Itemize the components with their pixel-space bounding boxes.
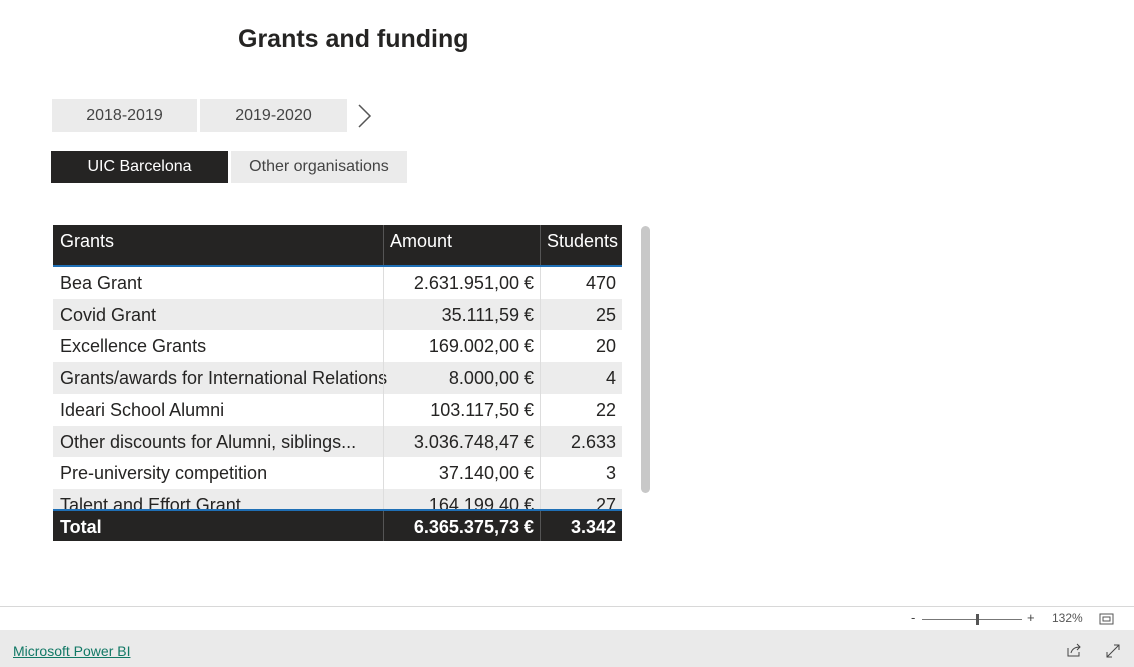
students: 25 — [595, 304, 616, 325]
year-tab[interactable]: 2018-2019 — [52, 99, 197, 132]
zoom-thumb[interactable] — [976, 614, 979, 625]
total-label: Total — [60, 517, 102, 537]
column-separator — [540, 267, 541, 299]
org-toggle-active[interactable]: UIC Barcelona — [51, 151, 228, 183]
total-amount: 6.365.375,73 € — [413, 517, 534, 537]
students: 4 — [605, 368, 616, 389]
amount: 35.111,59 € — [441, 304, 534, 325]
zoom-level: 132% — [1052, 611, 1083, 625]
column-header: Amount — [390, 231, 453, 251]
amount: 2.631.951,00 € — [413, 273, 534, 293]
column-separator — [540, 362, 541, 395]
column-separator — [383, 488, 384, 510]
column-separator — [383, 298, 384, 331]
amount: 3.036.748,47 € — [413, 431, 534, 452]
divider — [0, 606, 1134, 607]
table-row: Ideari School Alumni 103.117,50 € 22 — [53, 393, 622, 426]
footer-bar — [0, 630, 1134, 667]
table-header: Grants Amount Students — [53, 225, 622, 267]
column-separator — [540, 225, 541, 265]
column-header: Grants — [60, 231, 115, 251]
column-separator — [383, 330, 384, 363]
report-title: Grants and funding — [238, 25, 469, 53]
amount: 37.140,00 € — [438, 463, 534, 484]
org-toggle[interactable]: Other organisations — [231, 151, 407, 183]
table-row: Talent and Effort Grant 164.199,40 € 27 — [53, 488, 622, 510]
amount: 169.002,00 € — [428, 336, 534, 357]
zoom-in[interactable]: + — [1027, 610, 1035, 625]
grants-table: Grants Amount Students Bea Grant 2.631.95… — [53, 225, 622, 541]
students: 2.633 — [570, 431, 616, 452]
column-separator — [540, 298, 541, 331]
amount: 8.000,00 € — [448, 368, 534, 389]
table-body: Bea Grant 2.631.951,00 € 470 Covid Grant 35.… — [53, 267, 622, 510]
column-separator — [540, 488, 541, 510]
column-header: Students — [547, 231, 619, 251]
column-separator — [540, 457, 541, 490]
amount: 103.117,50 € — [430, 399, 534, 420]
grant-name: Other discounts for Alumni, siblings... — [60, 431, 357, 452]
column-separator — [383, 425, 384, 458]
table-row: Grants/awards for International Relation… — [53, 362, 622, 395]
grant-name: Excellence Grants — [60, 336, 207, 357]
students: 22 — [595, 399, 616, 420]
table-row: Bea Grant 2.631.951,00 € 470 — [53, 267, 622, 299]
column-separator — [383, 457, 384, 490]
table-row: Covid Grant 35.111,59 € 25 — [53, 298, 622, 331]
powerbi-link[interactable]: Microsoft Power BI — [13, 643, 131, 659]
scrollbar[interactable] — [641, 226, 650, 493]
zoom-track — [922, 619, 1022, 620]
column-separator — [383, 511, 384, 541]
grant-name: Talent and Effort Grant — [60, 494, 241, 510]
fit-page-icon[interactable] — [1099, 612, 1115, 626]
zoom-out[interactable]: - — [911, 610, 916, 625]
grant-name: Bea Grant — [60, 273, 143, 293]
grant-name: Covid Grant — [60, 304, 157, 325]
column-separator — [383, 225, 384, 265]
table-row: Other discounts for Alumni, siblings... 3… — [53, 425, 622, 458]
students: 470 — [585, 273, 616, 293]
grant-name: Ideari School Alumni — [60, 399, 225, 420]
share-icon[interactable] — [1066, 642, 1082, 658]
column-separator — [383, 267, 384, 299]
column-separator — [383, 362, 384, 395]
column-separator — [540, 393, 541, 426]
column-separator — [540, 425, 541, 458]
column-separator — [540, 511, 541, 541]
fullscreen-icon[interactable] — [1105, 643, 1121, 659]
students: 3 — [605, 463, 616, 484]
column-separator — [540, 330, 541, 363]
total-row: Total 6.365.375,73 € 3.342 — [53, 509, 622, 541]
table-row: Excellence Grants 169.002,00 € 20 — [53, 330, 622, 363]
grant-name: Pre-university competition — [60, 463, 268, 484]
grant-name: Grants/awards for International Relation… — [60, 368, 388, 389]
students: 27 — [595, 494, 616, 510]
amount: 164.199,40 € — [428, 494, 534, 510]
next-arrow[interactable] — [354, 102, 374, 130]
total-students: 3.342 — [570, 517, 616, 537]
year-tab[interactable]: 2019-2020 — [200, 99, 347, 132]
students: 20 — [595, 336, 616, 357]
column-separator — [383, 393, 384, 426]
table-row: Pre-university competition 37.140,00 € 3 — [53, 457, 622, 490]
